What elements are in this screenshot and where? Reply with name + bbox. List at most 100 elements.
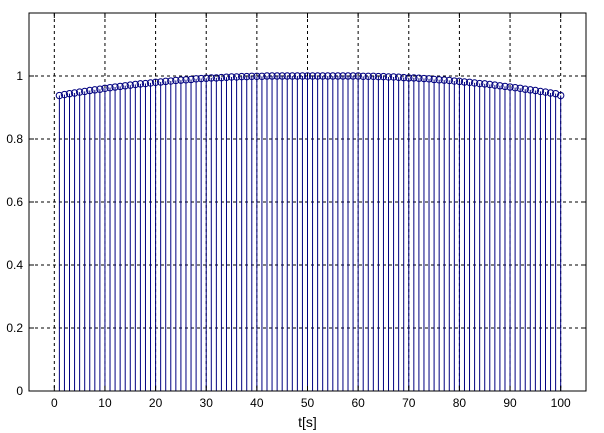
stem-marker (465, 78, 474, 87)
stem-marker (400, 73, 408, 82)
stem-marker (546, 89, 555, 97)
stem-marker (212, 74, 221, 82)
stem-marker (156, 78, 165, 86)
stem-marker (491, 81, 499, 89)
stem-marker (435, 76, 443, 84)
stem-marker (248, 72, 256, 81)
stem-marker (379, 72, 388, 81)
x-tick-label: 40 (250, 396, 264, 410)
y-tick-label: 0.8 (6, 132, 23, 146)
stem-marker (243, 72, 251, 81)
stem-marker (470, 79, 479, 87)
y-tick-label: 0.6 (6, 195, 23, 209)
stem-marker (278, 72, 286, 80)
markers (55, 72, 565, 100)
y-tick-label: 0.2 (6, 321, 23, 335)
stem-marker (172, 76, 180, 85)
stem-marker (445, 76, 453, 85)
stem-marker (237, 72, 246, 81)
stem-marker (217, 73, 226, 82)
stem-marker (303, 72, 312, 80)
stem-marker (410, 74, 418, 82)
stem-marker (324, 72, 332, 80)
x-tick-label: 30 (200, 396, 214, 410)
stem-marker (460, 78, 469, 86)
stem-marker (106, 83, 114, 92)
stem-marker (111, 83, 119, 91)
stem-marker (394, 73, 403, 81)
stem-marker (536, 87, 545, 96)
stem-marker (455, 77, 464, 86)
x-tick-label: 80 (453, 396, 467, 410)
stem-marker (430, 75, 438, 84)
stem-marker (146, 79, 155, 87)
stem-marker (167, 77, 175, 85)
stem-marker (75, 88, 84, 96)
stem-marker (177, 76, 185, 84)
stem-marker (288, 72, 297, 80)
stem-marker (501, 82, 509, 91)
stem-marker (55, 91, 64, 100)
x-tick-label: 0 (51, 396, 58, 410)
stem-marker (70, 89, 79, 97)
stem-marker (374, 72, 383, 81)
stem-marker (450, 77, 459, 85)
stem-marker (475, 79, 484, 88)
stem-marker (415, 74, 423, 82)
stem-marker (86, 86, 94, 95)
stem-marker (318, 72, 327, 80)
stem-marker (420, 74, 428, 83)
y-tick-label: 0.4 (6, 258, 23, 272)
stem-marker (334, 72, 342, 80)
stem-marker (531, 86, 540, 95)
stem-marker (65, 89, 74, 98)
x-axis-label: t[s] (298, 414, 317, 430)
stem-marker (354, 72, 362, 80)
stem-marker (349, 72, 357, 80)
stem-marker (263, 72, 271, 80)
stem-marker (344, 72, 352, 80)
stem-marker (339, 72, 347, 80)
y-tick-label: 1 (16, 69, 23, 83)
stem-marker (96, 85, 104, 93)
stem-marker (91, 86, 99, 94)
stem-marker (207, 74, 215, 82)
x-tick-label: 60 (351, 396, 365, 410)
stem-marker (496, 82, 504, 90)
stem-marker (526, 86, 534, 94)
x-tick-label: 50 (301, 396, 315, 410)
stem-marker (359, 72, 367, 81)
y-ticks: 0 0.2 0.4 0.6 0.8 1 (6, 69, 586, 398)
x-tick-label: 100 (551, 396, 571, 410)
stem-marker (141, 79, 150, 88)
stem-marker (60, 90, 69, 99)
stem-marker (273, 72, 281, 80)
stem-marker (151, 78, 160, 87)
stem-marker (121, 82, 129, 90)
stem-marker (116, 82, 124, 91)
stem-marker (222, 73, 231, 81)
stem-marker (516, 84, 524, 92)
x-tick-label: 10 (98, 396, 112, 410)
stem-marker (192, 75, 200, 83)
stem-marker (232, 73, 241, 81)
stem-marker (541, 88, 550, 96)
stem-marker (440, 76, 448, 84)
stem-marker (268, 72, 276, 80)
stem-marker (81, 87, 89, 96)
stem-marker (384, 73, 393, 81)
stems (58, 76, 562, 391)
stem-marker (425, 75, 433, 83)
stem-marker (308, 72, 317, 80)
x-tick-label: 90 (503, 396, 517, 410)
stem-marker (298, 72, 307, 80)
stem-marker (182, 76, 190, 84)
stem-marker (521, 85, 529, 93)
stem-marker (101, 84, 109, 92)
stem-marker (481, 80, 489, 88)
stem-marker (329, 72, 337, 80)
stem-marker (405, 74, 413, 82)
stem-marker (551, 89, 560, 98)
stem-marker (187, 75, 195, 84)
stem-marker (131, 80, 140, 89)
